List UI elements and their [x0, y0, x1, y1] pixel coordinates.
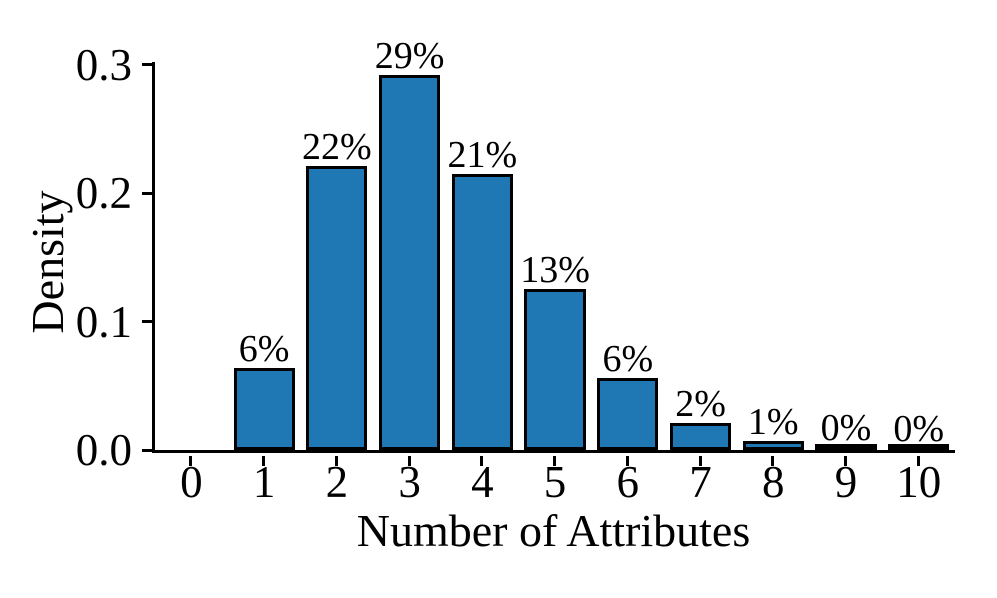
bar [306, 166, 368, 450]
x-tick-label: 0 [180, 457, 203, 507]
x-tick-mark [625, 456, 629, 466]
bar-slot: 2% 7 [664, 62, 737, 506]
x-tick-label: 3 [398, 457, 421, 507]
bar-slot: 0% 9 [810, 62, 883, 506]
y-tick-mark [142, 191, 152, 195]
x-tick-mark [771, 456, 775, 466]
bar-value-label: 29% [374, 35, 445, 77]
y-tick-mark [142, 448, 152, 452]
y-tick-mark [142, 63, 152, 67]
bar-value-label: 0% [820, 407, 872, 449]
x-tick-mark [407, 456, 411, 466]
bar-slot: 1% 8 [737, 62, 810, 506]
bar [742, 441, 804, 450]
y-tick-mark [142, 320, 152, 324]
x-tick-label: 2 [325, 457, 349, 507]
x-tick-mark [843, 456, 847, 466]
x-tick-label: 5 [543, 457, 567, 507]
bar-slot: 22% 2 [300, 62, 373, 506]
y-tick-label: 0.1 [75, 296, 132, 347]
y-tick-label: 0.0 [75, 425, 132, 475]
bar [888, 444, 950, 450]
x-tick-label: 10 [896, 457, 942, 507]
bar [379, 75, 441, 450]
x-axis-title: Number of Attributes [356, 505, 751, 556]
bar [524, 289, 586, 450]
x-tick-mark [916, 456, 920, 466]
x-tick-label: 8 [762, 457, 785, 507]
y-tick-label: 0.3 [75, 39, 132, 90]
x-tick-mark [189, 456, 193, 466]
bar-value-label: 21% [447, 134, 518, 176]
bar-value-label: 2% [675, 383, 726, 425]
bar-value-label: 1% [747, 401, 799, 443]
bar [597, 378, 659, 450]
bar [451, 174, 513, 450]
bar-slot: 13% 5 [519, 62, 592, 506]
x-tick-label: 7 [689, 457, 712, 507]
bar-slot: 21% 4 [446, 62, 519, 506]
y-tick-label: 0.2 [75, 168, 132, 219]
bar [233, 368, 295, 450]
x-tick-label: 6 [616, 457, 640, 507]
bar-slot: 6% 6 [591, 62, 664, 506]
x-tick-mark [698, 456, 702, 466]
x-tick-mark [262, 456, 266, 466]
bar [815, 444, 877, 450]
plot-area: 0.0 0.1 0.2 0.3 0 6% 1 22% 2 29% 3 21% 4 13% 5 6% 6 2% 7 1%… [76, 35, 955, 506]
bar [669, 423, 732, 450]
x-tick-mark [480, 456, 484, 466]
bar-value-label: 6% [238, 328, 290, 370]
bar-value-label: 13% [520, 249, 590, 291]
bar-value-label: 6% [602, 338, 654, 380]
bar-slot: 0 [155, 62, 228, 506]
bar-slot: 6% 1 [228, 62, 301, 506]
x-tick-mark [553, 456, 557, 466]
bar-slot: 0% 10 [882, 62, 955, 506]
x-tick-label: 9 [834, 457, 858, 507]
x-tick-label: 1 [252, 457, 276, 507]
x-tick-mark [334, 456, 338, 466]
bar-value-label: 0% [893, 408, 945, 450]
bar-value-label: 22% [302, 126, 372, 168]
bar-slot: 29% 3 [373, 35, 446, 506]
x-tick-label: 4 [471, 457, 494, 507]
